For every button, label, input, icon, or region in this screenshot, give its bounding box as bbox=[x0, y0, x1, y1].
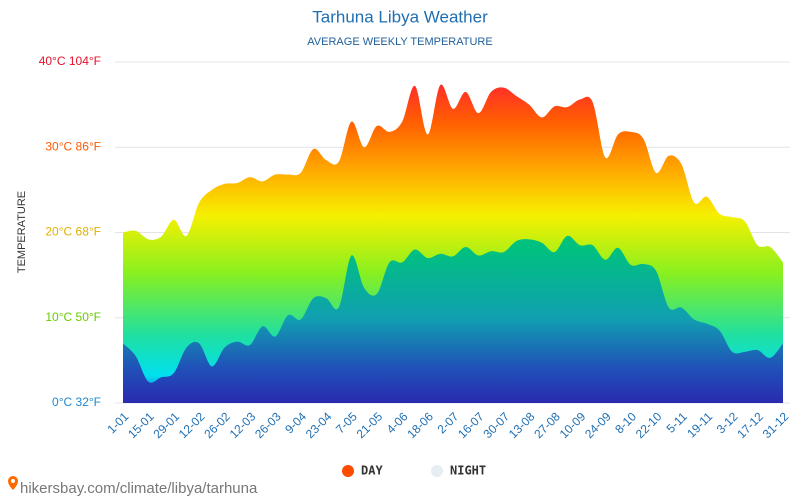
x-tick-label: 21-05 bbox=[354, 409, 386, 441]
legend-label: DAY bbox=[361, 464, 383, 478]
x-tick-label: 23-04 bbox=[303, 409, 335, 441]
x-tick-label: 26-03 bbox=[252, 409, 284, 441]
x-tick-label: 19-11 bbox=[684, 409, 715, 440]
y-tick-label: 0°C 32°F bbox=[52, 395, 101, 409]
legend-swatch bbox=[431, 465, 443, 477]
x-tick-label: 12-02 bbox=[176, 409, 208, 441]
legend: DAY NIGHT bbox=[342, 464, 486, 478]
area-1 bbox=[123, 235, 783, 403]
pin-hole bbox=[11, 479, 15, 483]
x-tick-label: 15-01 bbox=[125, 409, 157, 441]
x-tick-label: 13-08 bbox=[506, 409, 538, 441]
x-tick-label: 30-07 bbox=[481, 409, 513, 441]
chart-subtitle: AVERAGE WEEKLY TEMPERATURE bbox=[307, 36, 492, 48]
x-tick-label: 27-08 bbox=[531, 409, 563, 441]
x-tick-label: 22-10 bbox=[633, 409, 665, 441]
x-tick-label: 17-12 bbox=[734, 409, 766, 441]
source[interactable]: hikersbay.com/climate/libya/tarhuna bbox=[8, 476, 258, 497]
legend-label: NIGHT bbox=[450, 464, 486, 478]
source-link[interactable]: hikersbay.com/climate/libya/tarhuna bbox=[20, 480, 258, 497]
y-tick-label: 40°C 104°F bbox=[39, 54, 101, 68]
legend-swatch bbox=[342, 465, 354, 477]
x-tick-label: 24-09 bbox=[582, 409, 614, 441]
x-tick-label: 18-06 bbox=[404, 409, 436, 441]
x-tick-label: 31-12 bbox=[760, 409, 792, 441]
y-tick-label: 10°C 50°F bbox=[45, 310, 101, 324]
y-tick-label: 30°C 86°F bbox=[45, 139, 101, 153]
x-tick-label: 26-02 bbox=[201, 409, 233, 441]
x-tick-label: 12-03 bbox=[227, 409, 259, 441]
y-tick-label: 20°C 68°F bbox=[45, 225, 101, 239]
y-axis-label: TEMPERATURE bbox=[16, 191, 28, 273]
x-tick-label: 16-07 bbox=[455, 409, 487, 441]
chart-title: Tarhuna Libya Weather bbox=[312, 7, 488, 26]
x-tick-label: 29-01 bbox=[151, 409, 183, 441]
x-tick-label: 10-09 bbox=[557, 409, 589, 441]
